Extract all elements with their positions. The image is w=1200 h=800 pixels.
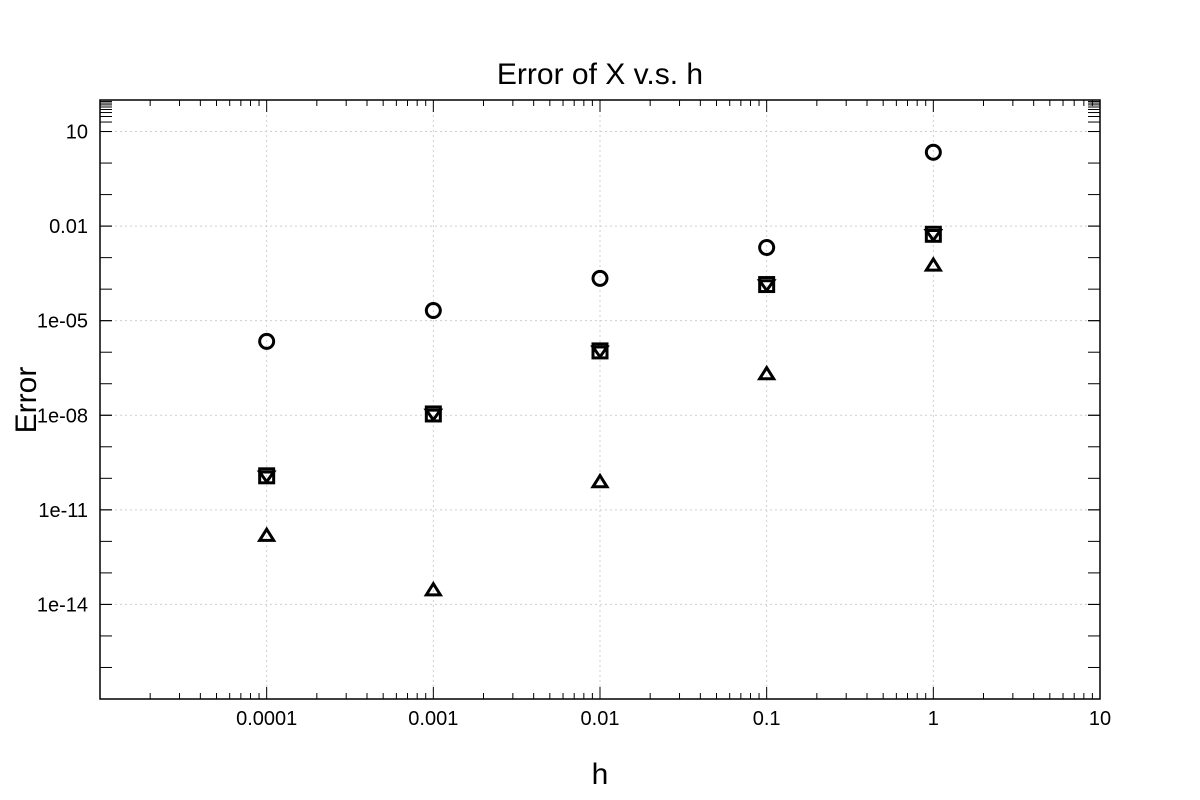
data-point-triangle-up <box>256 526 277 542</box>
data-point-triangle-down <box>923 228 944 243</box>
data-point-triangle-down <box>590 345 610 360</box>
data-point-circle <box>924 143 942 161</box>
data-points <box>256 143 944 597</box>
data-point-circle <box>424 302 442 320</box>
data-point-circle <box>758 238 776 256</box>
x-tick-label: 0.1 <box>753 708 781 730</box>
data-point-triangle-up <box>756 364 777 381</box>
grid <box>100 100 1100 699</box>
data-point-triangle-up <box>590 472 610 489</box>
chart-title: Error of X v.s. h <box>497 58 703 91</box>
data-point-triangle-up <box>923 256 944 272</box>
y-tick-label: 1e-05 <box>37 311 88 333</box>
x-tick-label: 1 <box>928 708 939 730</box>
data-point-triangle-up <box>423 580 444 597</box>
y-axis-label: Error <box>10 367 43 434</box>
x-tick-label: 0.001 <box>408 708 458 730</box>
data-point-circle <box>258 332 276 350</box>
data-point-circle <box>591 269 609 287</box>
data-point-triangle-down <box>423 408 444 423</box>
y-tick-label: 10 <box>66 122 88 144</box>
x-tick-label: 0.0001 <box>236 708 297 730</box>
x-tick-label: 10 <box>1089 708 1111 730</box>
x-axis-label: h <box>592 758 609 791</box>
x-tick-label: 0.01 <box>581 708 620 730</box>
axis-ticks: 0.0001 0.001 0.01 0.1 1 10 10 0.01 1e-05 1e-08 1e-… <box>37 100 1111 730</box>
y-tick-label: 1e-11 <box>38 500 88 522</box>
data-point-triangle-down <box>756 279 777 294</box>
plot-area <box>99 99 1101 700</box>
y-tick-label: 1e-08 <box>37 405 88 427</box>
data-point-triangle-down <box>256 470 277 485</box>
y-tick-label: 0.01 <box>49 216 88 238</box>
y-tick-label: 1e-14 <box>37 594 88 616</box>
